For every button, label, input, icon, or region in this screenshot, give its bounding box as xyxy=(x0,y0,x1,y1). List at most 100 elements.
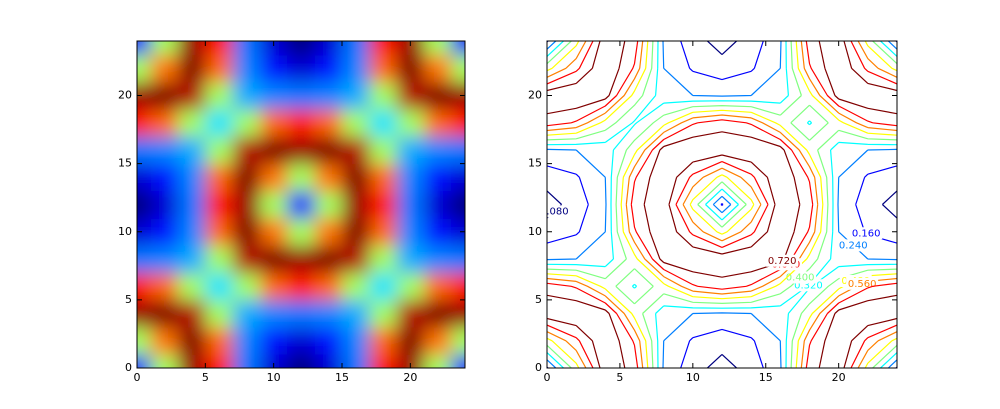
y-tick-label: 5 xyxy=(535,293,542,306)
heat-cell xyxy=(369,327,398,355)
heat-cell xyxy=(232,299,261,328)
heat-cell xyxy=(150,109,179,137)
heat-cell xyxy=(342,81,370,110)
heat-cell xyxy=(178,136,206,165)
heat-cell xyxy=(369,109,398,137)
heat-cell xyxy=(178,163,206,192)
heat-cell xyxy=(287,218,316,246)
heat-cell xyxy=(369,190,398,219)
contour-label-bg xyxy=(766,254,799,267)
heat-cell xyxy=(287,163,316,192)
contour-line xyxy=(547,41,897,368)
heat-cell xyxy=(396,272,425,301)
x-tick-label: 0 xyxy=(134,371,141,384)
x-tick-label: 0 xyxy=(544,371,551,384)
heat-cell xyxy=(232,81,261,110)
y-tick-label: 15 xyxy=(118,157,132,170)
contour-label-bg xyxy=(837,239,870,252)
contour-label: 0.720 xyxy=(768,256,797,267)
heat-cell xyxy=(424,54,452,83)
axes-frame xyxy=(136,40,466,369)
heat-cell xyxy=(178,190,206,219)
heat-cell xyxy=(396,218,425,246)
heat-cell xyxy=(369,272,398,301)
heat-cell xyxy=(314,54,343,83)
heat-cell xyxy=(150,354,179,368)
heat-cell xyxy=(232,54,261,83)
x-tick-label: 10 xyxy=(267,371,281,384)
heat-cell xyxy=(342,218,370,246)
heat-cell xyxy=(396,136,425,165)
heat-cell xyxy=(424,41,452,56)
heat-cell xyxy=(150,299,179,328)
heat-cell xyxy=(451,41,465,56)
heat-cell xyxy=(137,354,152,368)
heat-cell xyxy=(369,54,398,83)
heat-cell xyxy=(260,190,288,219)
heat-cell xyxy=(287,41,316,56)
heat-cell xyxy=(150,245,179,274)
heat-cell xyxy=(150,190,179,219)
heat-cell xyxy=(178,272,206,301)
heat-cell xyxy=(137,41,152,56)
heat-cell xyxy=(451,109,465,137)
heat-cell xyxy=(287,190,316,219)
heat-cell xyxy=(396,245,425,274)
heat-cell xyxy=(451,327,465,355)
heat-cell xyxy=(150,54,179,83)
x-tick-label: 20 xyxy=(832,371,846,384)
heat-cell xyxy=(137,299,152,328)
heat-cell xyxy=(178,299,206,328)
contour-label-bg xyxy=(547,205,571,218)
heat-cell xyxy=(260,81,288,110)
heatmap xyxy=(137,41,465,368)
heat-cell xyxy=(178,109,206,137)
contour-line xyxy=(547,41,897,368)
y-tick-label: 20 xyxy=(528,89,542,102)
heat-cell xyxy=(451,81,465,110)
heat-cell xyxy=(396,81,425,110)
heat-cell xyxy=(150,81,179,110)
axes-frame xyxy=(546,40,898,369)
y-tick-label: 0 xyxy=(535,361,542,374)
heat-cell xyxy=(150,41,179,56)
heat-cell xyxy=(396,41,425,56)
heat-cell xyxy=(342,109,370,137)
y-tick-label: 15 xyxy=(528,157,542,170)
heat-cell xyxy=(342,190,370,219)
heat-cell xyxy=(342,41,370,56)
heat-cell xyxy=(424,299,452,328)
heat-cell xyxy=(260,327,288,355)
heat-cell xyxy=(137,245,152,274)
heat-cell xyxy=(369,299,398,328)
x-tick-label: 15 xyxy=(335,371,349,384)
heat-cell xyxy=(205,272,234,301)
heat-cell xyxy=(150,327,179,355)
x-tick-label: 20 xyxy=(403,371,417,384)
heat-cell xyxy=(260,354,288,368)
heat-cell xyxy=(424,272,452,301)
x-tick-label: 15 xyxy=(759,371,773,384)
heat-cell xyxy=(369,81,398,110)
heat-cell xyxy=(424,163,452,192)
y-tick-label: 20 xyxy=(118,89,132,102)
heat-cell xyxy=(150,136,179,165)
heat-cell xyxy=(369,218,398,246)
heat-cell xyxy=(451,245,465,274)
heat-cell xyxy=(287,272,316,301)
heat-cell xyxy=(314,109,343,137)
heat-cell xyxy=(396,190,425,219)
heat-cell xyxy=(451,218,465,246)
heat-cell xyxy=(314,327,343,355)
heat-cell xyxy=(232,136,261,165)
heat-cell xyxy=(137,218,152,246)
contour-label-bg xyxy=(850,227,883,240)
heat-cell xyxy=(205,109,234,137)
heat-cell xyxy=(260,299,288,328)
heat-cell xyxy=(260,136,288,165)
heat-cell xyxy=(314,272,343,301)
heat-cell xyxy=(314,245,343,274)
heat-cell xyxy=(396,54,425,83)
plot-area xyxy=(137,41,465,368)
heat-cell xyxy=(451,354,465,368)
